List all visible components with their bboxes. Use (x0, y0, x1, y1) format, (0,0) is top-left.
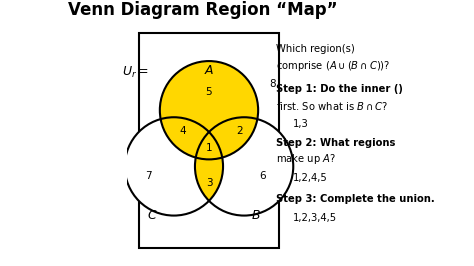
Text: 4: 4 (180, 126, 187, 136)
Bar (139, 33, 279, 248)
Text: 1,2,3,4,5: 1,2,3,4,5 (293, 213, 337, 223)
Text: first. So what is $B \cap C$?: first. So what is $B \cap C$? (276, 99, 388, 111)
Circle shape (160, 61, 258, 159)
Text: Which region(s): Which region(s) (276, 44, 355, 54)
Text: Venn Diagram Region “Map”: Venn Diagram Region “Map” (68, 1, 338, 19)
Text: 3: 3 (206, 178, 212, 188)
Text: 8: 8 (269, 80, 275, 89)
Text: $U_r =$: $U_r =$ (122, 65, 149, 80)
Text: make up $A$?: make up $A$? (276, 152, 336, 167)
Text: $\mathit{C}$: $\mathit{C}$ (147, 209, 158, 222)
Text: Step 3: Complete the union.: Step 3: Complete the union. (276, 194, 435, 204)
Text: 5: 5 (206, 86, 212, 97)
Text: comprise $(A \cup (B \cap C))$?: comprise $(A \cup (B \cap C))$? (276, 59, 390, 73)
Text: $\mathit{B}$: $\mathit{B}$ (251, 209, 261, 222)
Text: Step 2: What regions: Step 2: What regions (276, 138, 395, 148)
Text: 1: 1 (206, 143, 212, 153)
Circle shape (125, 117, 223, 215)
Circle shape (160, 61, 258, 159)
Circle shape (195, 117, 293, 215)
Text: 2: 2 (236, 126, 243, 136)
Text: 1,2,4,5: 1,2,4,5 (293, 173, 328, 183)
Text: $\mathit{A}$: $\mathit{A}$ (204, 64, 214, 77)
Text: 6: 6 (260, 171, 266, 181)
Text: Step 1: Do the inner (): Step 1: Do the inner () (276, 84, 402, 94)
Circle shape (195, 117, 293, 215)
Text: 1,3: 1,3 (293, 119, 309, 129)
Text: 7: 7 (145, 171, 152, 181)
